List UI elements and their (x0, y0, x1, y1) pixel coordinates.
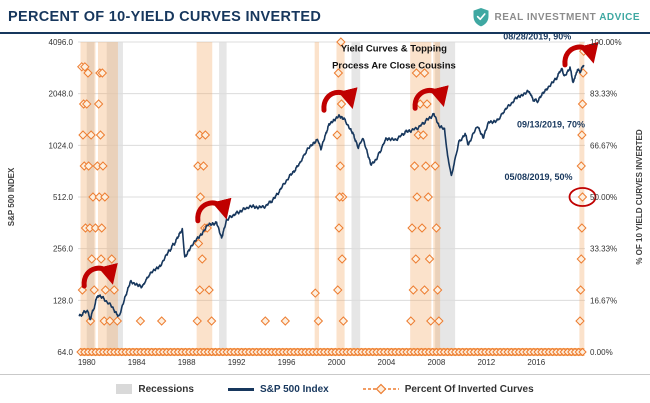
svg-text:256.0: 256.0 (53, 245, 74, 254)
right-axis-title: % OF 10 YIELD CURVES INVERTED (635, 129, 644, 265)
svg-text:64.0: 64.0 (57, 348, 73, 357)
highlight-circle (568, 187, 597, 207)
legend-recessions-label: Recessions (138, 383, 194, 395)
header: PERCENT OF 10-YIELD CURVES INVERTED REAL… (0, 0, 650, 34)
brand-teal: ADVICE (599, 11, 640, 23)
left-axis-title: S&P 500 INDEX (7, 167, 16, 226)
svg-text:1992: 1992 (228, 358, 246, 367)
brand-gray: REAL INVESTMENT (494, 11, 597, 23)
inverted-diamonds (77, 37, 589, 326)
legend-recessions: Recessions (116, 384, 194, 395)
svg-text:83.33%: 83.33% (590, 90, 617, 99)
svg-text:100.00%: 100.00% (590, 38, 622, 47)
svg-text:0.00%: 0.00% (590, 348, 613, 357)
svg-text:1980: 1980 (78, 358, 96, 367)
svg-text:50.00%: 50.00% (590, 193, 617, 202)
legend-inverted: Percent Of Inverted Curves (362, 383, 534, 395)
sp500-line-swatch (227, 387, 254, 391)
svg-text:128.0: 128.0 (53, 296, 74, 305)
svg-text:2012: 2012 (477, 358, 495, 367)
annotation-callout: 05/08/2019, 50% (504, 172, 572, 182)
logo: REAL INVESTMENT ADVICE (472, 7, 641, 27)
svg-text:66.67%: 66.67% (590, 141, 617, 150)
svg-text:2016: 2016 (527, 358, 545, 367)
sp500-line (78, 64, 585, 321)
svg-text:4096.0: 4096.0 (49, 38, 74, 47)
legend-inverted-label: Percent Of Inverted Curves (404, 383, 534, 395)
svg-text:512.0: 512.0 (53, 193, 74, 202)
brand-text: REAL INVESTMENT ADVICE (495, 12, 641, 23)
gridlines (78, 41, 585, 353)
annotations: Yield Curves & Topping Process Are Close … (332, 34, 597, 207)
recession-swatch (116, 384, 133, 394)
annotation-cousins: Process Are Close Cousins (332, 60, 456, 71)
axis-labels: 4096.0 2048.0 1024.0 512.0 256.0 128.0 64.0 100… (7, 38, 644, 367)
baseline-band (76, 347, 587, 357)
svg-text:2008: 2008 (427, 358, 445, 367)
shield-icon (473, 8, 488, 27)
topping-arrows (81, 41, 599, 289)
annotation-callout: 08/28/2019, 90% (503, 34, 571, 42)
annotation-callout: 09/13/2019, 70% (517, 119, 585, 129)
svg-text:2004: 2004 (378, 358, 396, 367)
svg-text:1988: 1988 (178, 358, 196, 367)
svg-text:33.33%: 33.33% (590, 245, 617, 254)
svg-text:1996: 1996 (278, 358, 296, 367)
page-title: PERCENT OF 10-YIELD CURVES INVERTED (8, 9, 322, 25)
svg-text:2000: 2000 (328, 358, 346, 367)
legend: Recessions S&P 500 Index Percent Of Inve… (0, 374, 650, 403)
svg-text:2048.0: 2048.0 (49, 90, 74, 99)
inverted-diamond-swatch (362, 383, 399, 395)
annotation-cousins: Yield Curves & Topping (341, 43, 447, 54)
svg-text:1024.0: 1024.0 (49, 141, 74, 150)
legend-sp500: S&P 500 Index (227, 383, 329, 395)
legend-sp500-label: S&P 500 Index (259, 383, 329, 395)
chart-canvas: Yield Curves & Topping Process Are Close … (7, 34, 644, 367)
svg-text:16.67%: 16.67% (590, 296, 617, 305)
svg-text:1984: 1984 (128, 358, 146, 367)
